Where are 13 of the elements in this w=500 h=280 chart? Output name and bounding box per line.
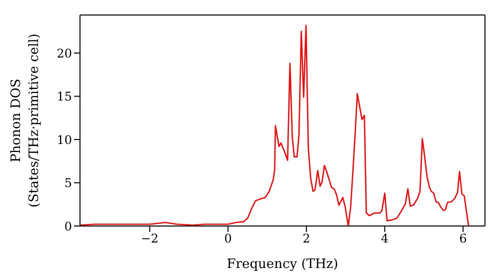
x-tick-label: 0 [224, 232, 232, 246]
x-axis-title: Frequency (THz) [226, 257, 338, 272]
y-tick-label: 10 [56, 132, 72, 147]
y-tick-label: 0 [64, 219, 72, 234]
y-axis-title: Phonon DOS (States/THz·primitive cell) [9, 33, 42, 208]
x-tick-label: −2 [140, 232, 159, 246]
y-tick-label: 15 [56, 90, 72, 104]
x-tick-label: 4 [380, 232, 389, 246]
x-tick-label: 6 [459, 232, 467, 246]
x-tick-label: 2 [302, 232, 310, 246]
y-tick-label: 5 [64, 176, 72, 190]
y-tick-label: 20 [56, 46, 72, 60]
line-series [80, 24, 470, 226]
